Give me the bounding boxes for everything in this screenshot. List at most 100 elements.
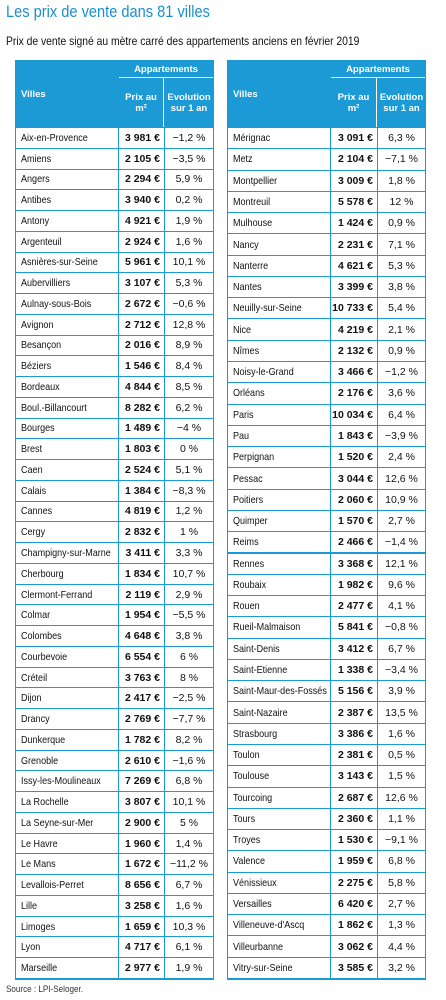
cell-text: Vitry-sur-Seine: [233, 961, 293, 974]
cell-text: Le Havre: [21, 837, 58, 850]
city-name: Nancy: [228, 234, 330, 255]
city-name: Mulhouse: [228, 213, 330, 234]
city-name: Mérignac: [228, 128, 330, 149]
city-name: Rueil-Malmaison: [228, 617, 330, 638]
change: 1,9 %: [165, 211, 213, 231]
price: 2 119 €: [119, 584, 164, 605]
change: −4 %: [165, 418, 213, 439]
price: 1 659 €: [119, 916, 164, 937]
change: 12 %: [378, 191, 425, 213]
cell-text: Antibes: [21, 194, 52, 207]
price: 1 834 €: [119, 563, 164, 584]
city-name: La Rochelle: [16, 792, 118, 812]
price: 2 466 €: [331, 532, 377, 553]
city-name: Toulouse: [228, 766, 330, 787]
price: 3 091 €: [331, 128, 377, 149]
cell-text: Pessac: [233, 472, 263, 485]
cell-text: Metz: [233, 153, 253, 166]
city-name: Le Mans: [16, 854, 118, 875]
city-name: Antibes: [16, 190, 118, 211]
city-name: Asnières-sur-Seine: [16, 252, 118, 273]
change: 4,4 %: [378, 936, 425, 957]
price: 3 807 €: [119, 792, 164, 812]
price: 2 060 €: [331, 489, 377, 510]
price: 2 231 €: [331, 234, 377, 255]
price: 1 424 €: [331, 213, 377, 234]
city-name: Boul.-Billancourt: [16, 397, 118, 418]
city-name: Clermont-Ferrand: [16, 584, 118, 605]
table: Villes Appartements Prix au m² Evolution su…: [15, 60, 214, 980]
price: 1 520 €: [331, 447, 377, 468]
city-name: Le Havre: [16, 833, 118, 854]
cell-text: Lyon: [21, 941, 41, 954]
cell-text: Calais: [21, 484, 47, 497]
price: 5 961 €: [119, 252, 164, 273]
change: 2,4 %: [378, 447, 425, 468]
change: 6 %: [165, 646, 213, 667]
change: −3,9 %: [378, 425, 425, 447]
cell-text: Courbevoie: [21, 650, 68, 663]
change: 10,7 %: [165, 563, 213, 584]
city-name: Lille: [16, 895, 118, 916]
change: −11,2 %: [165, 854, 213, 875]
cell-text: Bordeaux: [21, 380, 60, 393]
price: 1 803 €: [119, 439, 164, 460]
cell-text: Strasbourg: [233, 727, 278, 740]
city-name: Issy-les-Moulineaux: [16, 771, 118, 792]
cell-text: Angers: [21, 173, 50, 186]
change: 6,7 %: [165, 875, 213, 895]
change: 5,1 %: [165, 460, 213, 480]
city-name: Bordeaux: [16, 377, 118, 397]
city-name: Aulnay-sous-Bois: [16, 294, 118, 314]
cell-text: Asnières-sur-Seine: [21, 256, 98, 269]
price: 4 819 €: [119, 501, 164, 522]
city-name: Saint-Etienne: [228, 659, 330, 681]
price: 1 782 €: [119, 729, 164, 750]
cell-text: Lille: [21, 899, 38, 912]
price: 10 034 €: [331, 404, 377, 425]
price: 1 489 €: [119, 418, 164, 439]
price: 8 656 €: [119, 875, 164, 895]
city-name: Drancy: [16, 709, 118, 729]
price: 7 269 €: [119, 771, 164, 792]
price: 4 621 €: [331, 255, 377, 276]
city-name: Béziers: [16, 356, 118, 377]
city-name: Argenteuil: [16, 231, 118, 252]
city-name: Dijon: [16, 688, 118, 709]
cell-text: Amiens: [21, 152, 52, 165]
change: 1,2 %: [165, 501, 213, 522]
price: 3 411 €: [119, 543, 164, 563]
price: 1 530 €: [331, 830, 377, 851]
city-name: Neuilly-sur-Seine: [228, 298, 330, 319]
price: 3 258 €: [119, 895, 164, 916]
cell-text: Reims: [233, 536, 259, 549]
price: 2 977 €: [119, 958, 164, 978]
cell-text: Besançon: [21, 339, 62, 352]
header-group: Appartements: [331, 61, 425, 78]
change: 4,1 %: [378, 596, 425, 617]
price: 10 733 €: [331, 298, 377, 319]
city-name: Aubervilliers: [16, 273, 118, 294]
change: 13,5 %: [378, 702, 425, 723]
cell-text: Nanterre: [233, 259, 269, 272]
city-name: Roubaix: [228, 574, 330, 596]
city-name: Nice: [228, 319, 330, 340]
change: 8,9 %: [165, 335, 213, 356]
price: 4 717 €: [119, 937, 164, 958]
city-name: Versailles: [228, 893, 330, 915]
cell-text: Montpellier: [233, 174, 278, 187]
cell-text: Marseille: [21, 962, 58, 975]
change: 0 %: [165, 439, 213, 460]
change: 1,3 %: [378, 915, 425, 936]
price: 2 275 €: [331, 872, 377, 893]
price: 3 143 €: [331, 766, 377, 787]
change: 3,9 %: [378, 681, 425, 702]
city-name: Paris: [228, 404, 330, 425]
city-name: Cergy: [16, 522, 118, 543]
change: 5,3 %: [165, 273, 213, 294]
price: 3 585 €: [331, 957, 377, 978]
price: 2 176 €: [331, 383, 377, 404]
cell-text: Orléans: [233, 387, 265, 400]
price: 2 687 €: [331, 787, 377, 808]
city-name: Dunkerque: [16, 729, 118, 750]
